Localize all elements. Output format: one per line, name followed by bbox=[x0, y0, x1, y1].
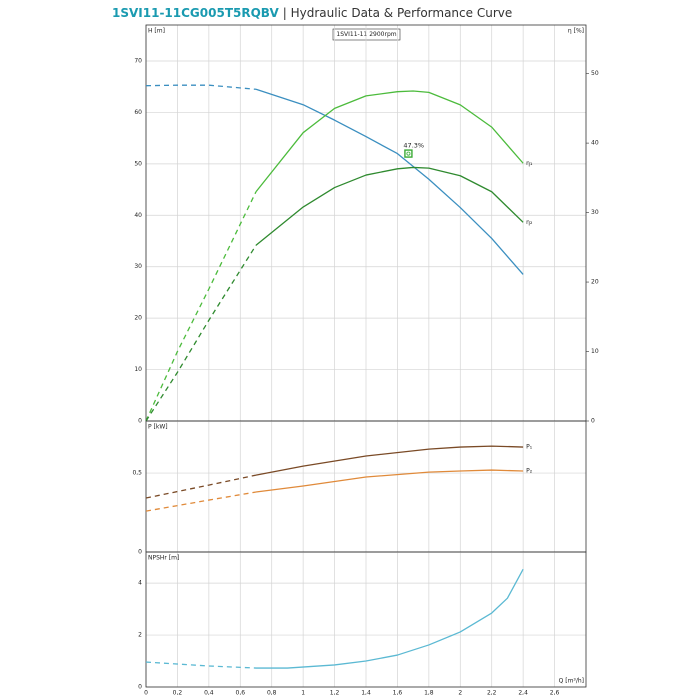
x-tick-label: 2,4 bbox=[518, 690, 528, 697]
curve bbox=[255, 90, 524, 193]
curve bbox=[145, 474, 257, 499]
y2-tick-label: 10 bbox=[591, 348, 599, 355]
operating-point-label: 47.3% bbox=[403, 142, 424, 150]
chart-title: 1SVI11-11CG005T5RQBV | Hydraulic Data & P… bbox=[112, 6, 512, 20]
curve-label: η₁ bbox=[526, 160, 533, 167]
y-tick-label: 50 bbox=[134, 160, 142, 167]
x-tick-label: 0,8 bbox=[267, 690, 277, 697]
annotation-box bbox=[332, 28, 401, 41]
y2-tick-label: 50 bbox=[591, 70, 599, 77]
panel-frame bbox=[145, 551, 587, 688]
y2-axis-label: η [%] bbox=[568, 28, 584, 35]
curve bbox=[255, 166, 524, 246]
model-name: 1SVI11-11CG005T5RQBV bbox=[112, 6, 279, 20]
y-tick-label: 40 bbox=[134, 212, 142, 219]
x-tick-label: 0,4 bbox=[204, 690, 214, 697]
y-tick-label: 0,5 bbox=[132, 470, 142, 477]
y2-tick-label: 40 bbox=[591, 140, 599, 147]
curve bbox=[255, 469, 524, 493]
y-tick-label: 0 bbox=[138, 684, 142, 691]
x-tick-label: 2 bbox=[458, 690, 462, 697]
y-tick-label: 20 bbox=[134, 315, 142, 322]
annotation: 1SVI11-11 2900rpm bbox=[336, 31, 396, 38]
x-tick-label: 1 bbox=[301, 690, 305, 697]
curve-label: η₂ bbox=[526, 219, 533, 226]
y2-tick-label: 0 bbox=[591, 418, 595, 425]
x-tick-label: 1,8 bbox=[424, 690, 434, 697]
curve bbox=[145, 84, 257, 90]
x-tick-label: 0 bbox=[144, 690, 148, 697]
y-axis-label: P [kW] bbox=[148, 424, 168, 431]
x-tick-label: 0,6 bbox=[236, 690, 246, 697]
x-tick-label: 1,2 bbox=[330, 690, 340, 697]
x-tick-label: 2,2 bbox=[487, 690, 497, 697]
y-axis-label: H [m] bbox=[148, 28, 165, 35]
y-axis-label: NPSHr [m] bbox=[148, 555, 179, 562]
y-tick-label: 4 bbox=[138, 580, 142, 587]
x-tick-label: 2,6 bbox=[550, 690, 560, 697]
curve bbox=[256, 568, 524, 669]
curve bbox=[255, 88, 524, 275]
y-tick-label: 0 bbox=[138, 549, 142, 556]
y2-tick-label: 20 bbox=[591, 279, 599, 286]
curve-label: P₁ bbox=[526, 444, 533, 451]
x-tick-label: 1,4 bbox=[361, 690, 371, 697]
y-tick-label: 10 bbox=[134, 366, 142, 373]
y-tick-label: 70 bbox=[134, 58, 142, 65]
curve bbox=[145, 244, 257, 422]
y-tick-label: 2 bbox=[138, 632, 142, 639]
curve bbox=[145, 191, 257, 422]
operating-point-dot bbox=[406, 151, 411, 156]
y-tick-label: 30 bbox=[134, 263, 142, 270]
curve bbox=[145, 661, 257, 669]
x-axis-label: Q [m³/h] bbox=[559, 678, 584, 685]
operating-point bbox=[404, 149, 413, 158]
x-tick-label: 1,6 bbox=[393, 690, 403, 697]
y2-tick-label: 30 bbox=[591, 209, 599, 216]
curve bbox=[255, 445, 524, 476]
curve-label: P₂ bbox=[526, 468, 533, 475]
curve bbox=[145, 491, 257, 512]
y-tick-label: 0 bbox=[138, 418, 142, 425]
y-tick-label: 60 bbox=[134, 109, 142, 116]
x-tick-label: 0,2 bbox=[173, 690, 183, 697]
subtitle: | Hydraulic Data & Performance Curve bbox=[283, 6, 512, 20]
